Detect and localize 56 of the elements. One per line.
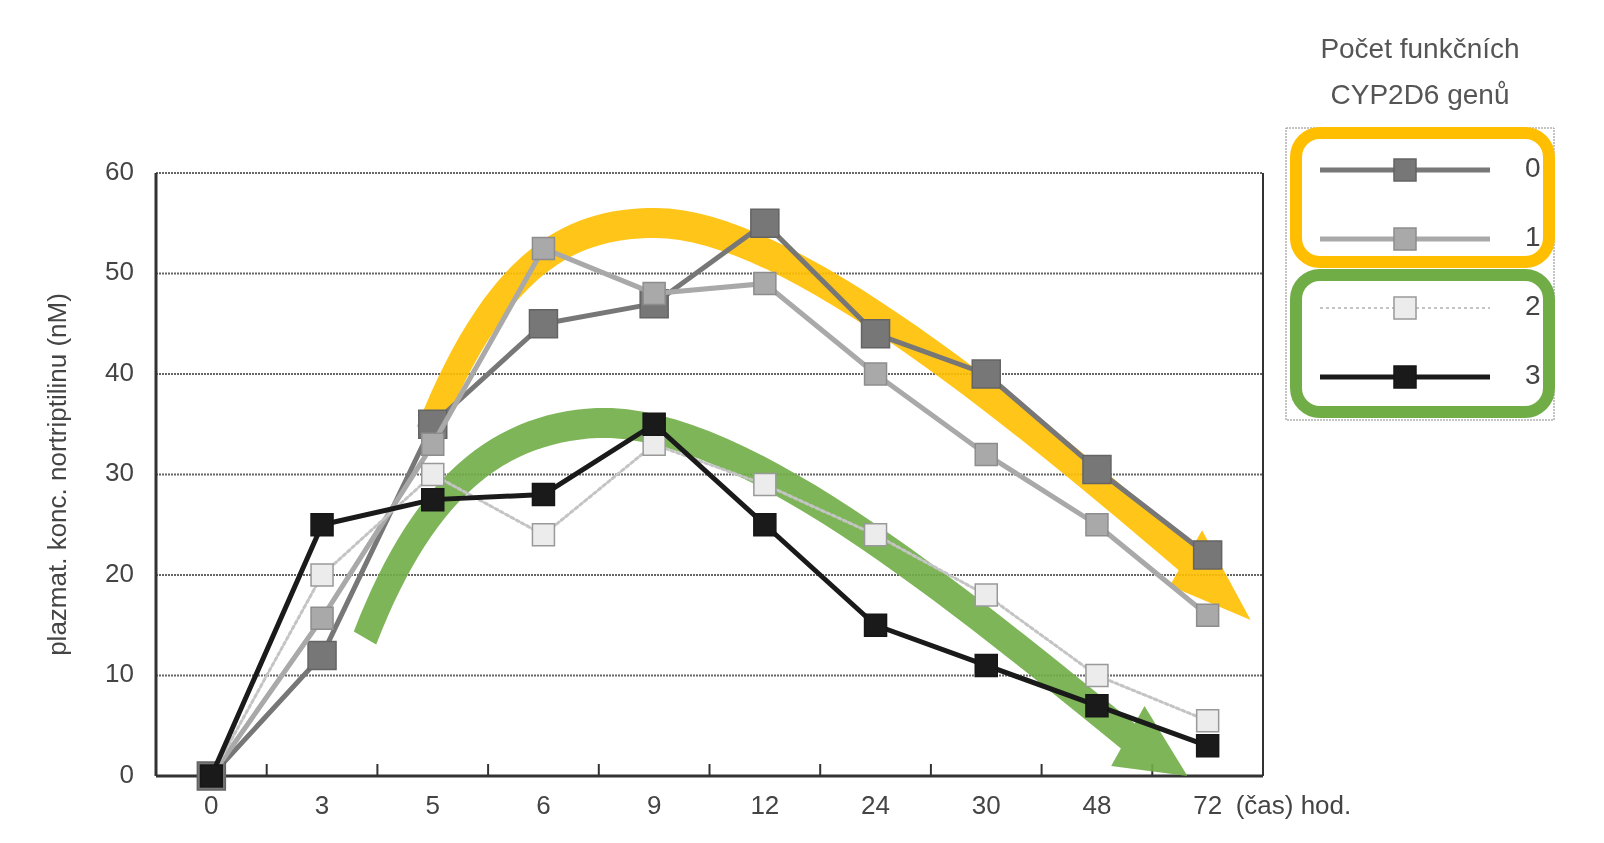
text: 0	[1525, 152, 1541, 184]
point	[531, 482, 556, 507]
point	[863, 362, 888, 386]
y-tick-label: 10	[105, 658, 134, 689]
y-tick-label: 50	[105, 256, 134, 287]
x-tick-label: 24	[861, 790, 891, 820]
point	[1082, 454, 1112, 485]
y-axis-title: plazmat. konc. nortriptilinu (nM)	[42, 293, 72, 656]
legend-title: Počet funkčních CYP2D6 genů	[1320, 33, 1520, 110]
point	[860, 319, 891, 349]
point	[421, 462, 445, 487]
x-tick-label: 5	[425, 790, 440, 820]
point	[1085, 513, 1109, 537]
y-tick-label: 0	[119, 758, 134, 789]
x-tick-label: 0	[204, 790, 219, 820]
point	[421, 487, 445, 512]
point	[1085, 693, 1109, 718]
point	[863, 613, 888, 637]
point	[750, 208, 780, 238]
point	[1195, 734, 1220, 758]
x-tick-label: 72	[1193, 790, 1223, 820]
point	[971, 359, 1001, 389]
point	[974, 653, 998, 678]
point	[528, 309, 559, 339]
point	[1085, 663, 1109, 688]
point	[974, 442, 998, 467]
text: 1	[1525, 221, 1541, 253]
x-tick-label: 48	[1082, 790, 1112, 820]
point	[753, 472, 777, 497]
x-axis-title: (čas) hod.	[1235, 790, 1352, 820]
y-tick-label: 20	[105, 557, 134, 588]
text: 2	[1525, 290, 1541, 322]
x-tick-label: 12	[750, 790, 780, 820]
point	[1192, 540, 1223, 570]
y-tick-label: 30	[105, 457, 134, 488]
x-tick-label: 9	[646, 790, 662, 820]
point	[863, 523, 888, 547]
point	[310, 563, 334, 587]
point	[531, 236, 556, 261]
text: 3	[1525, 359, 1541, 391]
point	[531, 523, 556, 547]
point	[307, 640, 337, 671]
point	[310, 606, 334, 630]
x-tick-label: 3	[314, 790, 330, 820]
point	[1195, 603, 1220, 627]
point	[421, 432, 445, 457]
point	[974, 583, 998, 607]
point	[753, 513, 777, 537]
point	[1195, 708, 1220, 733]
point	[753, 271, 777, 296]
y-tick-label: 60	[105, 155, 134, 186]
y-tick-label: 40	[105, 356, 134, 387]
point	[642, 412, 666, 436]
point	[310, 513, 334, 537]
x-tick-label: 30	[971, 790, 1001, 820]
x-tick-label: 6	[536, 790, 551, 820]
